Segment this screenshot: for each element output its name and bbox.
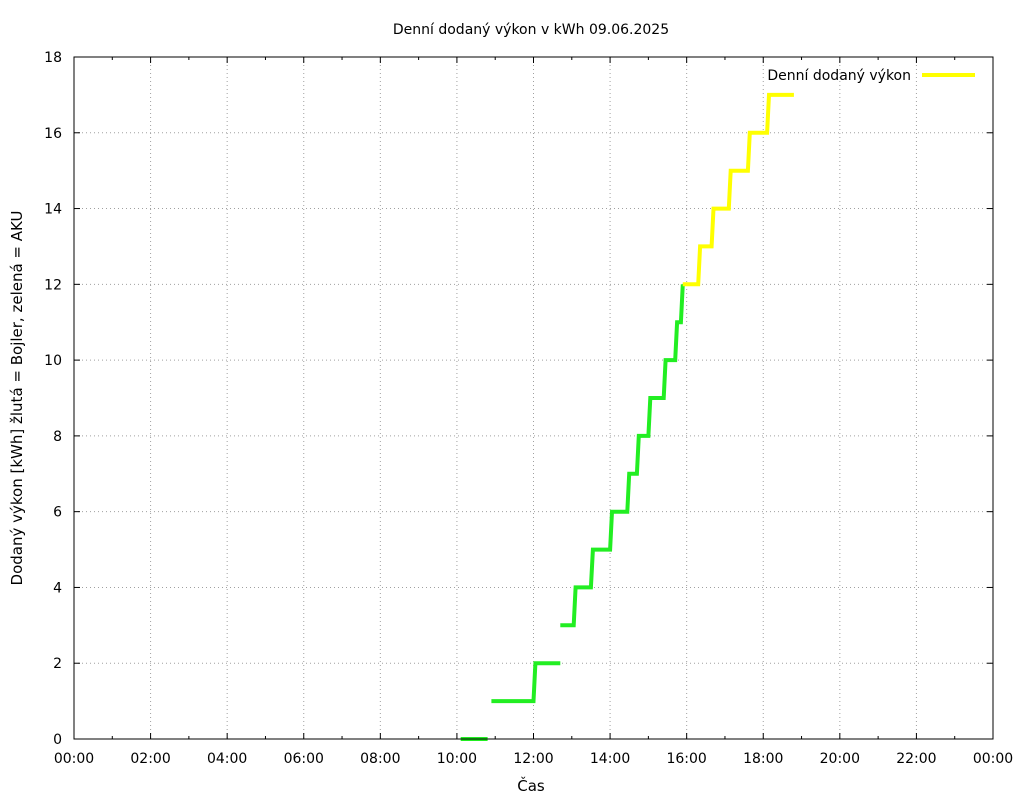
- x-tick-label: 08:00: [360, 751, 400, 767]
- x-tick-label: 16:00: [666, 751, 706, 767]
- legend: Denní dodaný výkon: [767, 68, 975, 84]
- y-tick-label: 0: [53, 732, 62, 748]
- x-tick-label: 00:00: [54, 751, 94, 767]
- legend-label: Denní dodaný výkon: [767, 68, 911, 84]
- y-tick-labels: 0 2 4 6 8 10 12 14 16 18: [44, 50, 62, 748]
- series-lines: [460, 92, 794, 741]
- grid-lines: [74, 57, 993, 739]
- x-tick-label: 22:00: [896, 751, 936, 767]
- x-tick-label: 14:00: [590, 751, 630, 767]
- y-tick-label: 14: [44, 202, 62, 218]
- x-tick-label: 18:00: [743, 751, 783, 767]
- y-tick-label: 18: [44, 50, 62, 66]
- x-tick-labels: 00:00 02:00 04:00 06:00 08:00 10:00 12:00 14:00…: [54, 751, 1013, 767]
- x-tick-label: 02:00: [130, 751, 170, 767]
- x-tick-label: 12:00: [513, 751, 553, 767]
- x-tick-label: 20:00: [820, 751, 860, 767]
- y-axis-label: Dodaný výkon [kWh] žlutá = Bojler, zelen…: [8, 211, 26, 586]
- y-tick-label: 16: [44, 126, 62, 142]
- y-tick-label: 10: [44, 353, 62, 369]
- y-tick-label: 4: [53, 580, 62, 596]
- x-axis-label: Čas: [517, 776, 545, 795]
- series-0-line: [491, 661, 561, 704]
- y-tick-label: 8: [53, 429, 62, 445]
- x-tick-label: 04:00: [207, 751, 247, 767]
- x-tick-label: 10:00: [437, 751, 477, 767]
- y-tick-label: 6: [53, 505, 62, 521]
- x-tick-label: 06:00: [284, 751, 324, 767]
- y-tick-label: 12: [44, 277, 62, 293]
- series-1-line: [682, 92, 794, 287]
- series-0-line: [560, 284, 685, 628]
- chart-title: Denní dodaný výkon v kWh 09.06.2025: [393, 22, 669, 38]
- axis-ticks: [73, 56, 994, 740]
- y-tick-label: 2: [53, 656, 62, 672]
- x-tick-label: 00:00: [973, 751, 1013, 767]
